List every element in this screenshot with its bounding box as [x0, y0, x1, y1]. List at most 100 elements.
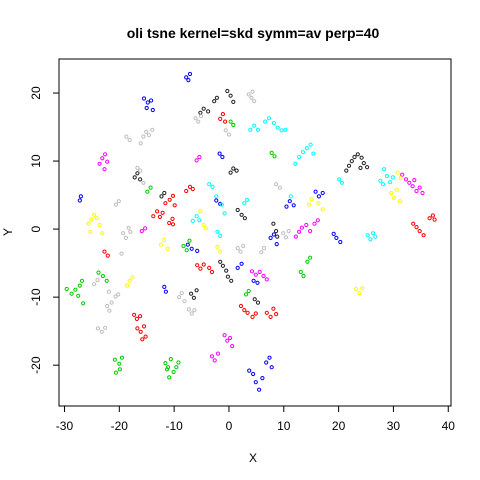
data-point — [99, 329, 104, 334]
data-point — [95, 278, 100, 283]
data-point — [281, 231, 286, 236]
data-point — [234, 168, 239, 173]
data-point — [361, 161, 366, 166]
data-point — [311, 151, 316, 156]
data-point — [412, 178, 417, 183]
data-point — [214, 198, 219, 203]
data-point — [339, 180, 344, 185]
data-point — [215, 351, 221, 356]
y-tick-label: -10 — [29, 288, 43, 306]
data-point — [207, 182, 212, 187]
data-point — [77, 283, 82, 288]
data-point — [251, 371, 256, 377]
data-point — [190, 186, 195, 192]
data-point — [218, 233, 223, 238]
data-point — [143, 334, 148, 339]
data-point — [235, 207, 240, 213]
data-point — [123, 235, 129, 240]
data-point — [365, 165, 370, 170]
x-tick-label: 0 — [226, 419, 233, 433]
data-point — [268, 314, 273, 319]
data-point — [162, 237, 167, 243]
data-point — [209, 269, 215, 275]
data-point — [297, 229, 302, 234]
data-point — [245, 310, 250, 315]
data-point — [373, 234, 378, 239]
data-point — [76, 293, 81, 298]
data-point — [105, 303, 110, 309]
data-point — [201, 106, 206, 111]
x-tick-label: 20 — [332, 419, 346, 433]
data-point — [198, 209, 203, 214]
point-group-4 — [190, 116, 395, 242]
data-point — [228, 170, 233, 175]
data-point — [220, 154, 225, 160]
data-point — [414, 225, 419, 230]
data-point — [253, 311, 258, 316]
data-point — [230, 344, 235, 349]
data-point — [145, 100, 150, 105]
data-point — [301, 273, 306, 279]
data-point — [130, 275, 135, 280]
data-point — [250, 89, 255, 94]
data-point — [239, 261, 244, 266]
data-point — [380, 182, 386, 187]
data-point — [81, 301, 86, 306]
data-point — [119, 355, 125, 360]
data-point — [97, 222, 102, 228]
data-point — [97, 161, 102, 166]
data-point — [331, 231, 336, 236]
data-point — [293, 161, 298, 166]
data-point — [162, 284, 167, 289]
data-point — [219, 202, 224, 207]
data-point — [410, 184, 415, 189]
data-point — [257, 387, 262, 392]
data-point — [275, 234, 280, 239]
data-point — [212, 358, 217, 363]
x-tick-label: 40 — [442, 419, 456, 433]
data-point — [417, 185, 422, 190]
data-point — [104, 278, 109, 283]
data-point — [171, 369, 176, 375]
data-point — [186, 78, 191, 83]
data-point — [349, 159, 354, 164]
data-point — [135, 165, 140, 170]
data-point — [316, 201, 321, 206]
data-point — [274, 229, 279, 234]
data-point — [246, 92, 251, 97]
data-point — [354, 286, 359, 292]
data-point — [263, 119, 268, 124]
data-point — [78, 194, 84, 199]
data-point — [242, 216, 247, 221]
data-point — [371, 231, 376, 236]
data-point — [248, 127, 253, 132]
data-point — [360, 286, 365, 291]
data-point — [105, 253, 110, 258]
data-point — [267, 355, 272, 360]
data-point — [255, 280, 260, 285]
x-tick-label: -30 — [56, 419, 74, 433]
data-point — [411, 221, 416, 226]
data-point — [231, 99, 236, 105]
data-point — [283, 235, 289, 240]
data-point — [112, 357, 118, 362]
data-point — [150, 107, 155, 113]
data-point — [162, 190, 167, 196]
data-point — [368, 237, 373, 242]
data-point — [119, 251, 124, 256]
data-point — [220, 263, 225, 268]
data-point — [103, 325, 108, 330]
data-point — [113, 370, 119, 375]
data-point — [86, 221, 91, 226]
data-point — [88, 229, 93, 234]
data-point — [337, 177, 342, 182]
data-point — [215, 229, 220, 234]
data-point — [176, 360, 181, 365]
data-point — [170, 222, 176, 227]
data-point — [209, 354, 215, 359]
data-point — [308, 142, 313, 147]
y-tick-label: -20 — [29, 356, 43, 374]
data-point — [225, 274, 230, 279]
data-point — [238, 249, 243, 254]
